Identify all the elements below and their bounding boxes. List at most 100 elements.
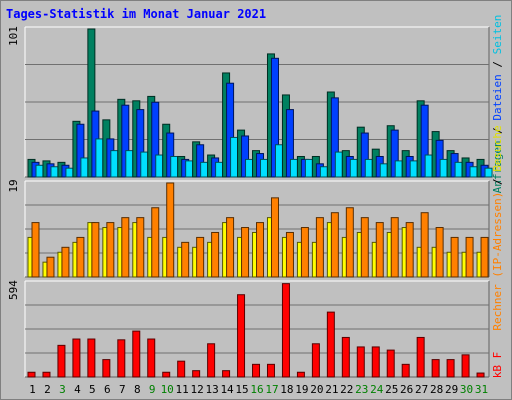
- bar-volume-kb-f-2: [42, 371, 51, 378]
- bar-volume-kb-f-25: [386, 349, 395, 378]
- bar-volume-kb-f-1: [27, 371, 36, 378]
- bar-visits-rechner-ip-adressen-4: [76, 236, 85, 278]
- bar-volume-kb-f-17: [266, 363, 275, 378]
- bar-requests-seiten-7: [125, 150, 134, 178]
- bar-volume-kb-f-13: [207, 343, 216, 378]
- bar-volume-kb-f-21: [326, 311, 335, 378]
- bar-visits-rechner-ip-adressen-21: [330, 212, 339, 278]
- x-tick-label-26: 26: [400, 383, 413, 396]
- x-tick-label-29: 29: [445, 383, 458, 396]
- x-tick-label-22: 22: [340, 383, 353, 396]
- bar-requests-seiten-2: [50, 166, 59, 178]
- bar-visits-rechner-ip-adressen-13: [211, 231, 220, 278]
- x-tick-label-20: 20: [310, 383, 323, 396]
- bar-requests-seiten-1: [35, 164, 44, 178]
- bar-volume-kb-f-10: [162, 371, 171, 378]
- bar-volume-kb-f-26: [401, 363, 410, 378]
- legend-requests: Anfragen / Dateien / Seiten: [491, 15, 504, 194]
- x-tick-label-5: 5: [89, 383, 96, 396]
- x-tick-label-3: 3: [59, 383, 66, 396]
- legend-series-besuche: Besuche: [491, 125, 504, 171]
- bar-volume-kb-f-16: [252, 363, 261, 378]
- x-tick-label-4: 4: [74, 383, 81, 396]
- bar-requests-seiten-25: [394, 160, 403, 178]
- x-tick-label-17: 17: [265, 383, 278, 396]
- bar-requests-seiten-5: [95, 138, 104, 178]
- bar-visits-rechner-ip-adressen-2: [46, 256, 55, 278]
- bar-visits-rechner-ip-adressen-14: [226, 217, 235, 278]
- bar-volume-kb-f-18: [281, 283, 290, 378]
- bar-requests-seiten-31: [484, 167, 493, 178]
- bar-volume-kb-f-31: [476, 372, 485, 378]
- bar-requests-seiten-3: [65, 167, 74, 178]
- bar-requests-seiten-16: [260, 158, 269, 178]
- bar-visits-rechner-ip-adressen-12: [196, 236, 205, 278]
- x-tick-label-6: 6: [104, 383, 111, 396]
- bar-visits-rechner-ip-adressen-19: [300, 227, 309, 278]
- legend-series-anfragen: Anfragen: [491, 140, 504, 193]
- legend-sep-3: /: [491, 172, 504, 192]
- bar-volume-kb-f-9: [147, 338, 156, 378]
- x-tick-label-14: 14: [220, 383, 234, 396]
- bar-visits-rechner-ip-adressen-16: [256, 222, 265, 278]
- bar-volume-kb-f-19: [296, 371, 305, 378]
- legend-series-dateien: Dateien: [491, 74, 504, 120]
- bar-requests-seiten-6: [110, 150, 119, 178]
- bar-visits-rechner-ip-adressen-10: [166, 182, 175, 278]
- bar-requests-seiten-14: [230, 136, 239, 178]
- x-tick-label-27: 27: [415, 383, 428, 396]
- bar-visits-rechner-ip-adressen-7: [121, 217, 130, 278]
- legend-visits: Rechner (IP-Adressen) / Besuche: [491, 125, 504, 330]
- bar-volume-kb-f-4: [72, 338, 81, 378]
- bar-requests-seiten-30: [469, 166, 478, 178]
- bar-visits-rechner-ip-adressen-27: [420, 212, 429, 278]
- bar-requests-seiten-8: [140, 151, 149, 178]
- bar-volume-kb-f-8: [132, 330, 141, 378]
- x-tick-label-23: 23: [355, 383, 368, 396]
- bar-visits-rechner-ip-adressen-20: [315, 217, 324, 278]
- x-tick-label-24: 24: [370, 383, 384, 396]
- x-tick-label-10: 10: [161, 383, 174, 396]
- bar-requests-seiten-23: [364, 158, 373, 178]
- bar-visits-rechner-ip-adressen-22: [345, 207, 354, 278]
- bar-requests-seiten-19: [304, 158, 313, 178]
- bar-visits-rechner-ip-adressen-24: [375, 222, 384, 278]
- x-tick-label-21: 21: [325, 383, 338, 396]
- bar-requests-seiten-12: [200, 161, 209, 178]
- bar-volume-kb-f-20: [311, 343, 320, 378]
- x-tick-label-8: 8: [134, 383, 141, 396]
- bar-visits-rechner-ip-adressen-28: [435, 227, 444, 278]
- bar-volume-kb-f-15: [237, 294, 246, 378]
- bar-visits-rechner-ip-adressen-30: [465, 236, 474, 278]
- bar-visits-rechner-ip-adressen-3: [61, 246, 70, 278]
- legend-volume: kB F: [491, 352, 504, 379]
- bar-visits-rechner-ip-adressen-11: [181, 241, 190, 278]
- bar-visits-rechner-ip-adressen-5: [91, 222, 100, 278]
- x-axis-labels: 1 2 3 4 5 6 7 8 9 10 11 12 13 14 15 16 17 18 19 20 21 22 23 24 2…: [29, 383, 488, 396]
- bar-visits-rechner-ip-adressen-26: [405, 222, 414, 278]
- bar-requests-seiten-26: [409, 160, 418, 178]
- bar-visits-rechner-ip-adressen-1: [31, 222, 40, 278]
- legend-sep-1: /: [491, 121, 504, 141]
- ymax-label-requests: 101: [7, 26, 20, 46]
- x-tick-label-7: 7: [119, 383, 126, 396]
- bar-volume-kb-f-11: [177, 360, 186, 378]
- legend-series-rechner: Rechner (IP-Adressen): [491, 192, 504, 331]
- bar-visits-rechner-ip-adressen-15: [241, 227, 250, 278]
- bar-visits-rechner-ip-adressen-6: [106, 222, 115, 278]
- x-tick-label-2: 2: [44, 383, 51, 396]
- bar-volume-kb-f-29: [446, 359, 455, 378]
- bar-requests-seiten-22: [349, 158, 358, 178]
- ymax-label-volume: 594: [7, 280, 20, 300]
- bar-requests-seiten-29: [454, 161, 463, 178]
- bar-visits-rechner-ip-adressen-18: [285, 231, 294, 278]
- bar-volume-kb-f-14: [222, 370, 231, 378]
- x-tick-label-18: 18: [280, 383, 293, 396]
- ymax-label-visits: 19: [7, 179, 20, 192]
- x-tick-label-1: 1: [29, 383, 36, 396]
- bar-volume-kb-f-3: [57, 344, 66, 378]
- x-tick-label-13: 13: [205, 383, 218, 396]
- bar-visits-rechner-ip-adressen-8: [136, 217, 145, 278]
- bar-visits-rechner-ip-adressen-25: [390, 217, 399, 278]
